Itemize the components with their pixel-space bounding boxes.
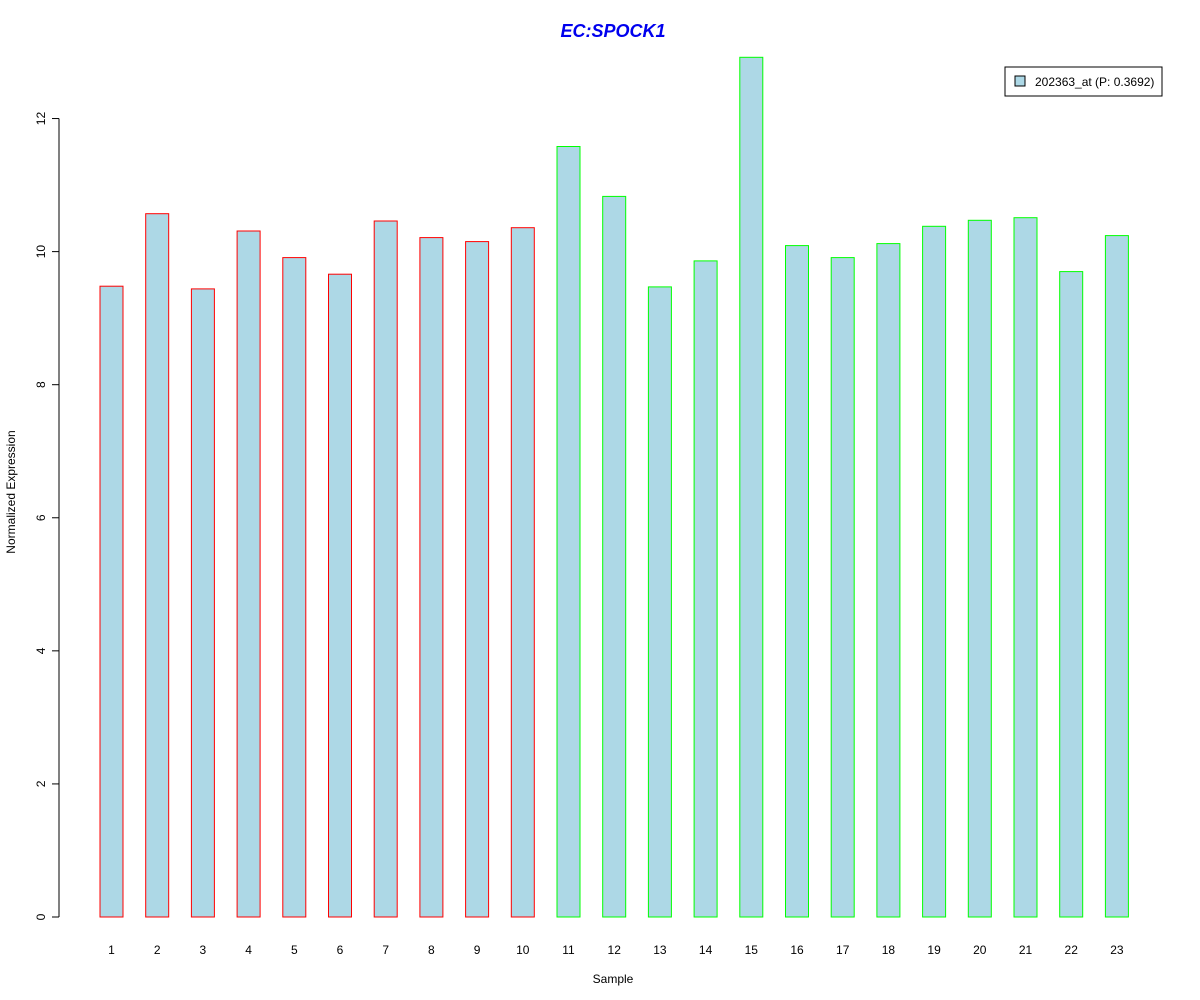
bar xyxy=(419,237,444,918)
x-tick-label: 23 xyxy=(1110,943,1124,957)
x-tick-label: 5 xyxy=(291,943,298,957)
legend: 202363_at (P: 0.3692) xyxy=(1004,66,1163,97)
bar xyxy=(145,213,170,918)
y-tick-label: 8 xyxy=(34,381,48,388)
bar xyxy=(1059,271,1084,918)
bar xyxy=(1104,235,1129,918)
x-tick-label: 17 xyxy=(836,943,850,957)
x-tick-label: 3 xyxy=(200,943,207,957)
x-tick-label: 18 xyxy=(882,943,896,957)
y-tick-label: 4 xyxy=(34,647,48,654)
x-tick-label: 7 xyxy=(382,943,389,957)
bar xyxy=(739,56,764,918)
bar xyxy=(693,260,718,918)
legend-box xyxy=(1004,66,1163,97)
y-tick-label: 12 xyxy=(34,112,48,126)
bar xyxy=(876,243,901,918)
x-tick-label: 15 xyxy=(745,943,759,957)
x-tick-label: 8 xyxy=(428,943,435,957)
y-axis-label: Normalized Expression xyxy=(4,430,18,553)
x-axis-label: Sample xyxy=(593,972,634,986)
bar xyxy=(647,286,672,918)
x-tick-label: 6 xyxy=(337,943,344,957)
bar xyxy=(967,219,992,918)
bar xyxy=(99,285,124,918)
bar xyxy=(328,273,352,918)
bar xyxy=(830,257,855,918)
x-tick-label: 16 xyxy=(790,943,804,957)
bar xyxy=(785,245,809,918)
x-tick-label: 10 xyxy=(516,943,530,957)
bars-group xyxy=(99,56,1129,918)
x-tick-label: 2 xyxy=(154,943,161,957)
x-tick-label: 11 xyxy=(562,943,575,957)
bar xyxy=(190,288,215,918)
bar xyxy=(510,227,535,918)
legend-label: 202363_at (P: 0.3692) xyxy=(1035,75,1154,89)
y-tick-label: 6 xyxy=(34,514,48,521)
x-tick-label: 1 xyxy=(108,943,115,957)
bar xyxy=(922,225,947,918)
x-tick-label: 22 xyxy=(1065,943,1079,957)
x-tick-label: 12 xyxy=(608,943,622,957)
legend-swatch xyxy=(1014,75,1026,87)
x-tick-label: 20 xyxy=(973,943,987,957)
bar xyxy=(602,195,627,918)
y-tick-label: 10 xyxy=(34,245,48,259)
bar xyxy=(373,220,398,918)
chart-title: EC:SPOCK1 xyxy=(560,21,665,41)
x-tick-labels: 1 2 3 4 5 6 7 8 9 10 11 12 13 14 15 16 17 18 19 20 21 22 23 xyxy=(108,943,1124,957)
x-tick-label: 14 xyxy=(699,943,713,957)
x-tick-label: 13 xyxy=(653,943,667,957)
x-tick-label: 9 xyxy=(474,943,481,957)
bar xyxy=(465,241,490,918)
x-tick-label: 19 xyxy=(927,943,941,957)
y-tick-label: 0 xyxy=(34,913,48,920)
x-tick-label: 4 xyxy=(245,943,252,957)
bar xyxy=(1013,217,1038,918)
bar xyxy=(282,257,307,918)
y-tick-label: 2 xyxy=(34,780,48,787)
bar xyxy=(236,230,261,918)
bar xyxy=(556,146,581,918)
x-tick-label: 21 xyxy=(1019,943,1033,957)
y-axis: 0 2 4 6 8 10 12 xyxy=(34,112,60,920)
